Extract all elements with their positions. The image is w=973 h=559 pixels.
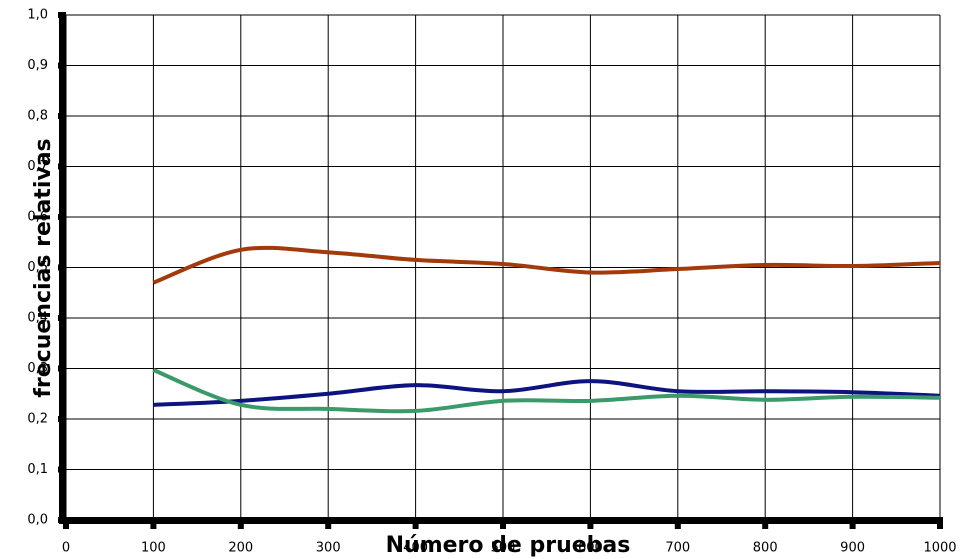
x-tick-label: 600 (578, 541, 603, 556)
x-tick-label: 700 (665, 541, 690, 556)
y-tick-label: 1,0 (27, 8, 48, 23)
series-line (152, 245, 941, 285)
x-tick-mark (150, 520, 157, 529)
x-tick-mark (587, 520, 594, 529)
x-axis-title: Número de pruebas (386, 533, 631, 558)
x-axis (59, 517, 943, 524)
y-tick-label: 0,8 (27, 109, 48, 124)
y-tick-label: 0,0 (27, 513, 48, 528)
series-line (152, 368, 941, 414)
y-tick-label: 0,7 (27, 159, 48, 174)
y-tick-label: 0,6 (27, 210, 48, 225)
x-tick-label: 500 (491, 541, 516, 556)
x-tick-label: 1000 (923, 541, 956, 556)
x-tick-mark (674, 520, 681, 529)
x-tick-mark (937, 520, 943, 529)
x-tick-mark (849, 520, 856, 529)
y-tick-label: 0,9 (27, 58, 48, 73)
x-tick-label: 200 (228, 541, 253, 556)
x-tick-label: 800 (753, 541, 778, 556)
x-tick-label: 900 (840, 541, 865, 556)
y-tick-label: 0,2 (27, 412, 48, 427)
y-tick-label: 0,3 (27, 361, 48, 376)
x-tick-label: 400 (403, 541, 428, 556)
y-axis-title: frecuencias relativas (31, 138, 56, 397)
x-tick-mark (762, 520, 769, 529)
x-tick-mark (237, 520, 244, 529)
y-axis (59, 12, 66, 524)
x-tick-label: 0 (62, 541, 70, 556)
y-tick-label: 0,5 (27, 260, 48, 275)
x-tick-mark (412, 520, 419, 529)
y-tick-label: 0,1 (27, 462, 48, 477)
y-tick-label: 0,4 (27, 311, 48, 326)
series-line (153, 379, 941, 407)
x-tick-mark (500, 520, 506, 529)
x-tick-mark (325, 520, 332, 529)
x-tick-label: 100 (141, 541, 166, 556)
x-tick-mark (63, 520, 69, 529)
x-tick-label: 300 (316, 541, 341, 556)
